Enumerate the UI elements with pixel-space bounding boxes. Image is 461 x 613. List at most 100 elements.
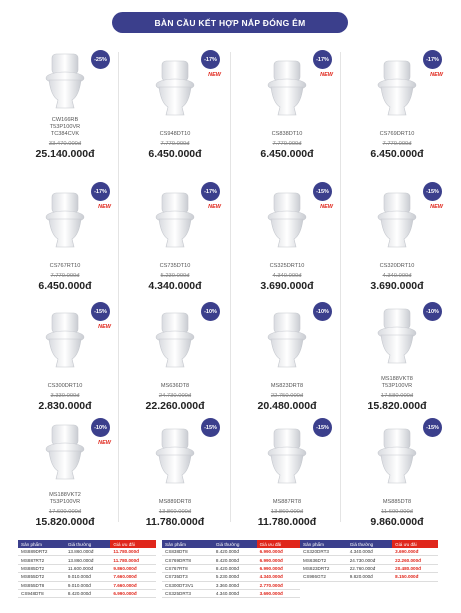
price: 22.260.000đ xyxy=(145,400,205,412)
old-price: 7.770.000đ xyxy=(50,273,80,279)
product-card: -17% NEW CS769DRT10 7.770.000đ 6.450.000đ xyxy=(342,44,452,160)
table-row: CS320DRT3 4.340.000đ 3.690.000đ xyxy=(300,548,438,557)
product-name: MS188VKT2 xyxy=(49,492,81,498)
product-name: CS735DT10 xyxy=(159,263,191,269)
discount-badge: -15% xyxy=(423,182,442,201)
product-image: -10% xyxy=(342,296,452,376)
header-cell: Giá ưu đãi xyxy=(256,540,300,548)
table-row: MS823DRT2 22.760.000đ 20.480.000đ xyxy=(300,564,438,574)
separator xyxy=(340,52,341,522)
old-price: 17.580.000đ xyxy=(380,393,414,399)
product-image: -10% NEW xyxy=(10,412,120,492)
table-cell: CS320DRT3 xyxy=(300,548,347,557)
product-name: MS823DRT8 xyxy=(270,383,304,389)
product-image: -17% NEW xyxy=(120,44,230,131)
toilet-icon xyxy=(45,424,85,480)
table-cell: 13.860.000đ xyxy=(64,555,111,565)
table-cell: 8.420.000đ xyxy=(64,589,111,599)
old-price: 7.770.000đ xyxy=(160,141,190,147)
toilet-icon xyxy=(267,60,307,115)
product-name: MS887RT8 xyxy=(272,499,302,505)
old-price: 13.860.000đ xyxy=(270,509,304,515)
old-price: 33.470.000đ xyxy=(48,141,82,147)
table-cell: CS838DT8 xyxy=(162,548,213,557)
product-card: -17% NEW CS948DT10 7.770.000đ 6.450.000đ xyxy=(120,44,230,160)
discount-badge: -17% xyxy=(423,50,442,69)
table-cell: MS823DRT2 xyxy=(300,564,347,574)
toilet-icon xyxy=(45,53,85,108)
discount-badge: -17% xyxy=(201,50,220,69)
table-cell: MS855DT2 xyxy=(18,572,65,582)
table-cell: CS948DT8 xyxy=(18,589,65,599)
price: 6.450.000đ xyxy=(370,148,424,160)
toilet-icon xyxy=(155,60,195,115)
table-cell: 13.860.000đ xyxy=(64,548,111,557)
table-cell: 3.360.000đ xyxy=(212,581,257,590)
product-card: -10% MS823DRT8 22.750.000đ 20.480.000đ xyxy=(232,296,342,412)
new-badge: NEW xyxy=(430,72,443,78)
table-cell: MS885DT2 xyxy=(18,564,65,574)
product-name: CS838DT10 xyxy=(271,131,303,137)
price: 15.820.000đ xyxy=(367,400,427,412)
product-name: MS889DRT8 xyxy=(158,499,192,505)
product-image: -15% NEW xyxy=(342,176,452,263)
header-cell: Giá ưu đãi xyxy=(392,540,438,548)
title: BÀN CẦU KẾT HỢP NẮP ĐÓNG ÊM xyxy=(112,12,348,33)
product-name: TC384CVK xyxy=(50,131,80,137)
old-price: 4.340.000đ xyxy=(382,273,412,279)
table-row: CS325DRT3 4.340.000đ 3.690.000đ xyxy=(162,589,300,599)
toilet-icon xyxy=(377,308,417,364)
separator xyxy=(230,52,231,522)
discount-badge: -15% xyxy=(313,182,332,201)
new-badge: NEW xyxy=(98,440,111,446)
table-cell: 4.340.000đ xyxy=(256,572,300,582)
header-cell: Sản phẩm xyxy=(300,540,347,548)
table-cell: CS986GT2 xyxy=(300,572,347,582)
product-card: -10% MS188VKT8 T53P100VR 17.580.000đ 15.820.… xyxy=(342,296,452,412)
toilet-icon xyxy=(267,192,307,247)
product-name: CS767RT10 xyxy=(49,263,81,269)
old-price: 17.600.000đ xyxy=(48,509,82,515)
price: 6.450.000đ xyxy=(38,280,92,292)
new-badge: NEW xyxy=(430,204,443,210)
price: 25.140.000đ xyxy=(35,148,95,160)
toilet-icon xyxy=(377,192,417,247)
price: 2.830.000đ xyxy=(38,400,92,412)
product-card: -15% MS885DT8 11.600.000đ 9.860.000đ xyxy=(342,412,452,528)
old-price: 7.770.000đ xyxy=(272,141,302,147)
product-card: -15% NEW CS320DRT10 4.340.000đ 3.690.000đ xyxy=(342,176,452,292)
table-row: CS986GT2 9.820.000đ 8.150.000đ xyxy=(300,572,438,582)
table-row: MS855DT2 9.010.000đ 7.660.000đ xyxy=(18,572,156,582)
price-table: Sản phẩm Giá thường Giá ưu đãi MS889DRT2 13.… xyxy=(18,540,156,599)
table-cell: 7.660.000đ xyxy=(110,572,156,582)
table-cell: 22.760.000đ xyxy=(346,564,393,574)
table-cell: CS735DT3 xyxy=(162,572,213,582)
new-badge: NEW xyxy=(98,324,111,330)
new-badge: NEW xyxy=(208,72,221,78)
table-cell: 9.010.000đ xyxy=(64,572,111,582)
product-image: -15% NEW xyxy=(10,296,120,383)
product-card: -10% NEW MS188VKT2 T53P100VR 17.600.000đ 15.8… xyxy=(10,412,120,528)
table-cell: 11.780.000đ xyxy=(110,548,156,557)
toilet-icon xyxy=(377,428,417,483)
header-cell: Sản phẩm xyxy=(162,540,213,548)
discount-badge: -17% xyxy=(91,182,110,201)
price: 4.340.000đ xyxy=(148,280,202,292)
product-name: T53P100VR xyxy=(49,499,81,505)
table-row: CS838DT8 8.420.000đ 6.990.000đ xyxy=(162,548,300,557)
discount-badge: -17% xyxy=(313,50,332,69)
product-name: MS636DT8 xyxy=(160,383,190,389)
discount-badge: -15% xyxy=(423,418,442,437)
price-table: Sản phẩm Giá thường Giá ưu đãi CS320DRT3 4.3… xyxy=(300,540,438,582)
header-cell: Giá thường xyxy=(212,540,257,548)
product-name: CS300DRT10 xyxy=(47,383,83,389)
price: 15.820.000đ xyxy=(35,516,95,528)
price: 3.690.000đ xyxy=(260,280,314,292)
table-cell: 6.990.000đ xyxy=(256,548,300,557)
discount-badge: -17% xyxy=(201,182,220,201)
table-row: CS735DT3 5.230.000đ 4.340.000đ xyxy=(162,572,300,582)
toilet-icon xyxy=(155,192,195,247)
price: 3.690.000đ xyxy=(370,280,424,292)
table-cell: 5.230.000đ xyxy=(212,572,257,582)
